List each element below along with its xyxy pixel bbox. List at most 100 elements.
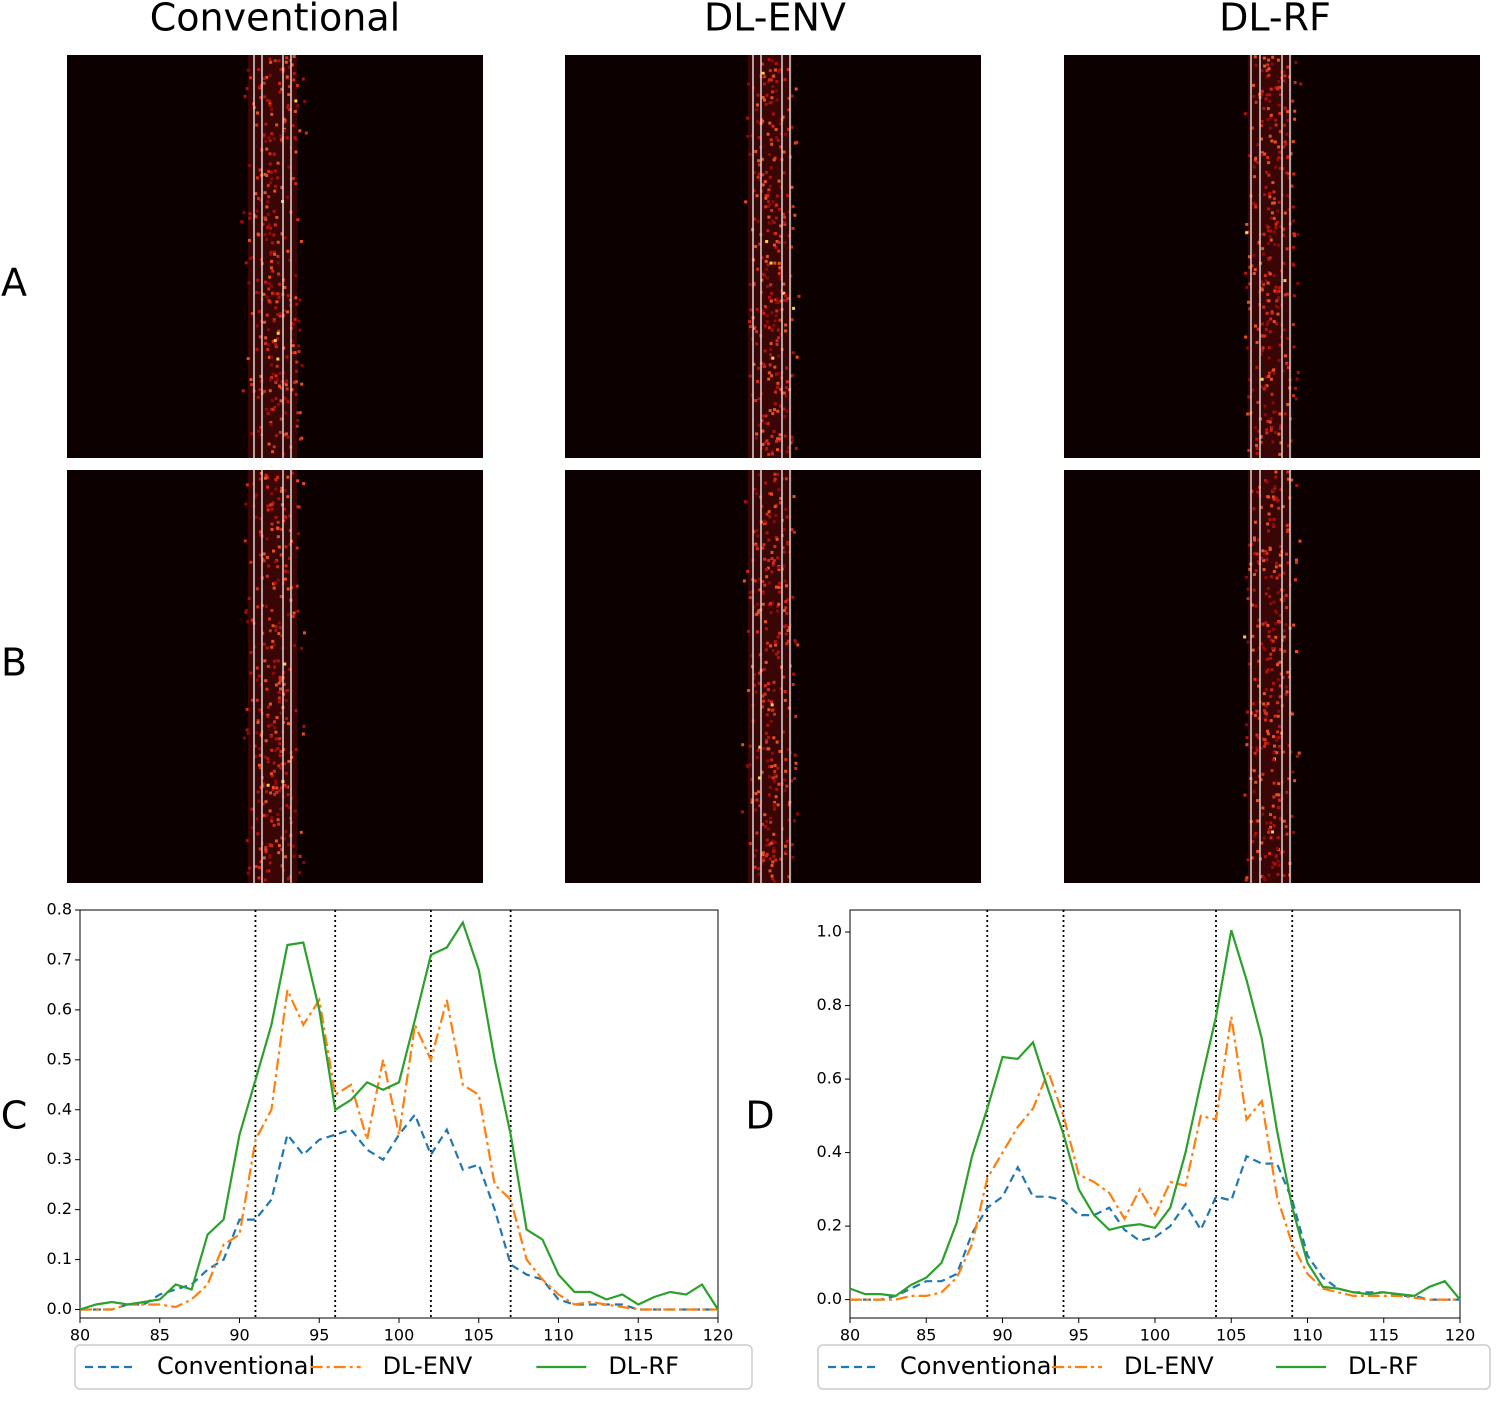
image-speck bbox=[1282, 750, 1286, 754]
image-speck bbox=[773, 472, 777, 476]
image-speck bbox=[774, 62, 778, 66]
image-speck bbox=[754, 436, 758, 440]
image-speck bbox=[1274, 565, 1278, 569]
image-speck bbox=[270, 407, 274, 411]
image-speck bbox=[1272, 216, 1276, 220]
image-speck bbox=[286, 613, 290, 617]
image-speck bbox=[791, 205, 795, 209]
image-speck bbox=[1255, 733, 1259, 737]
image-speck bbox=[276, 261, 280, 265]
image-speck bbox=[1277, 573, 1281, 577]
image-speck bbox=[747, 320, 751, 324]
image-speck bbox=[771, 219, 775, 223]
image-speck bbox=[765, 439, 769, 443]
image-speck bbox=[783, 788, 787, 792]
image-speck bbox=[1261, 247, 1265, 251]
image-speck bbox=[1277, 200, 1281, 204]
image-speck bbox=[274, 342, 278, 346]
image-speck bbox=[257, 67, 261, 71]
image-speck bbox=[259, 374, 263, 378]
image-speck bbox=[273, 792, 277, 796]
image-speck bbox=[267, 299, 271, 303]
image-speck bbox=[1246, 640, 1250, 644]
image-speck bbox=[278, 311, 282, 315]
image-speck bbox=[1251, 702, 1255, 706]
image-speck bbox=[283, 783, 287, 787]
image-speck bbox=[796, 643, 800, 647]
image-speck bbox=[777, 336, 781, 340]
image-speck bbox=[258, 335, 262, 339]
image-speck bbox=[772, 780, 776, 784]
legend-label: Conventional bbox=[900, 1352, 1058, 1380]
image-speck bbox=[1274, 561, 1278, 565]
image-speck bbox=[1263, 711, 1267, 715]
image-speck bbox=[276, 357, 280, 361]
image-speck bbox=[257, 763, 261, 767]
image-speck bbox=[1262, 702, 1266, 706]
image-speck bbox=[1278, 553, 1282, 557]
image-speck bbox=[256, 720, 260, 724]
image-speck bbox=[1272, 190, 1276, 194]
image-speck bbox=[753, 683, 757, 687]
image-speck bbox=[1278, 166, 1282, 170]
image-speck bbox=[1267, 512, 1271, 516]
image-speck bbox=[1278, 452, 1282, 456]
image-speck bbox=[1278, 343, 1282, 347]
image-speck bbox=[782, 291, 786, 295]
image-speck bbox=[1273, 242, 1277, 246]
image-speck bbox=[766, 132, 770, 136]
image-speck bbox=[757, 577, 761, 581]
image-speck bbox=[274, 839, 278, 843]
image-speck bbox=[1284, 825, 1288, 829]
image-speck bbox=[786, 296, 790, 300]
image-speck bbox=[256, 719, 260, 723]
image-speck bbox=[257, 291, 261, 295]
image-speck bbox=[245, 707, 249, 711]
x-tick-label: 105 bbox=[463, 1326, 494, 1345]
image-speck bbox=[272, 250, 276, 254]
image-speck bbox=[264, 845, 268, 849]
image-speck bbox=[790, 439, 794, 443]
image-speck bbox=[1283, 74, 1287, 78]
image-speck bbox=[263, 76, 267, 80]
image-speck bbox=[284, 569, 288, 573]
image-speck bbox=[1260, 377, 1264, 381]
image-speck bbox=[1243, 793, 1247, 797]
image-speck bbox=[752, 530, 756, 534]
image-speck bbox=[767, 558, 771, 562]
image-speck bbox=[785, 584, 789, 588]
image-speck bbox=[1272, 523, 1276, 527]
image-speck bbox=[1271, 639, 1275, 643]
image-speck bbox=[772, 688, 776, 692]
image-speck bbox=[1286, 119, 1290, 123]
image-speck bbox=[769, 348, 773, 352]
data-line bbox=[80, 1112, 718, 1311]
image-speck bbox=[1284, 692, 1288, 696]
image-speck bbox=[792, 306, 796, 310]
plot-area bbox=[849, 909, 1461, 1319]
image-speck bbox=[268, 629, 272, 633]
image-speck bbox=[1260, 841, 1264, 845]
image-speck bbox=[268, 139, 272, 143]
image-speck bbox=[783, 434, 787, 438]
image-speck bbox=[786, 747, 790, 751]
image-speck bbox=[777, 272, 781, 276]
image-speck bbox=[1274, 165, 1278, 169]
image-speck bbox=[765, 93, 769, 97]
image-speck bbox=[284, 545, 288, 549]
image-speck bbox=[782, 564, 786, 568]
image-speck bbox=[1286, 470, 1290, 474]
image-speck bbox=[769, 610, 773, 614]
image-speck bbox=[773, 477, 777, 481]
image-speck bbox=[262, 642, 266, 646]
image-speck bbox=[266, 212, 270, 216]
image-speck bbox=[249, 650, 253, 654]
image-speck bbox=[1245, 346, 1249, 350]
image-speck bbox=[1263, 744, 1267, 748]
image-speck bbox=[772, 74, 776, 78]
image-speck bbox=[286, 475, 290, 479]
image-speck bbox=[1294, 386, 1298, 390]
image-speck bbox=[1255, 340, 1259, 344]
image-speck bbox=[1273, 862, 1277, 866]
image-speck bbox=[280, 836, 284, 840]
